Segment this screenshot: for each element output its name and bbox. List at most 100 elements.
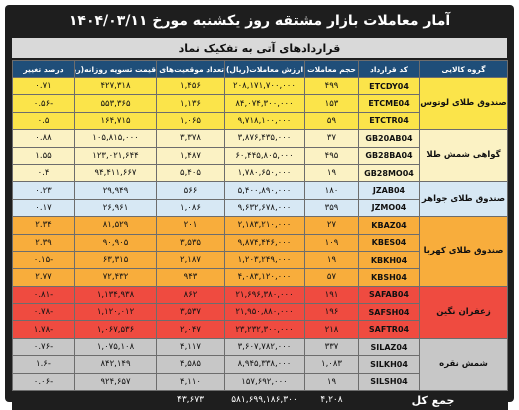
open-positions-cell: ۱,۱۳۶ xyxy=(156,94,225,113)
contract-code-cell: KBSH04 xyxy=(358,268,420,287)
contract-code-cell: SILKH04 xyxy=(358,355,420,374)
change-percent-cell: -۰.۷۸ xyxy=(12,303,75,322)
value-cell: ۱,۷۸۰,۶۵۰,۰۰۰ xyxy=(224,163,305,183)
settlement-price-cell: ۱,۰۷۵,۱۰۸ xyxy=(74,337,157,357)
settlement-price-cell: ۹۰,۹۰۵ xyxy=(74,233,157,252)
settlement-price-cell: ۹۲۴,۶۵۷ xyxy=(74,372,157,392)
value-cell: ۲۱,۹۵۰,۸۸۰,۰۰۰ xyxy=(224,303,305,322)
open-positions-cell: ۵۶۶ xyxy=(156,181,225,200)
open-positions-cell: ۴,۵۸۵ xyxy=(156,355,225,374)
change-percent-cell: ۰.۴ xyxy=(12,163,75,183)
total-label: جمع کل xyxy=(358,390,508,410)
group-name-cell: صندوق طلای لوتوس xyxy=(419,76,508,131)
settlement-price-cell: ۷۲,۴۳۲ xyxy=(74,268,157,287)
table-row: SAFTR04 ۲۱۸ ۲۳,۲۳۲,۳۰۰,۰۰۰ ۲,۰۴۷ ۱,۰۶۷,۵… xyxy=(12,320,508,339)
group-name-cell: صندوق طلای کهربا xyxy=(419,216,508,287)
total-value: ۵۸۱,۶۹۹,۱۸۶,۳۰۰ xyxy=(224,390,305,410)
volume-cell: ۱۹ xyxy=(304,250,359,270)
settlement-price-cell: ۱,۱۳۴,۹۳۸ xyxy=(74,285,157,305)
contract-code-cell: JZAB04 xyxy=(358,181,420,200)
table-row: صندوق طلای کهربا KBAZ04 ۲۷ ۲,۱۸۳,۲۱۰,۰۰۰… xyxy=(12,216,508,287)
settlement-price-cell: ۱۲۳,۰۲۱,۶۴۴ xyxy=(74,146,157,165)
value-cell: ۲۱,۶۹۶,۳۸۰,۰۰۰ xyxy=(224,285,305,305)
value-cell: ۹,۷۱۸,۱۰۰,۰۰۰ xyxy=(224,111,305,131)
volume-cell: ۱۹ xyxy=(304,163,359,183)
settlement-price-cell: ۱,۱۲۰,۰۱۲ xyxy=(74,303,157,322)
volume-cell: ۴۹۵ xyxy=(304,146,359,165)
volume-cell: ۵۹ xyxy=(304,111,359,131)
table-row: GB28MO04 ۱۹ ۱,۷۸۰,۶۵۰,۰۰۰ ۵,۴۰۵ ۹۴,۴۱۱,۶… xyxy=(12,163,508,183)
contract-code-cell: SILAZ04 xyxy=(358,337,420,357)
open-positions-cell: ۳,۳۷۸ xyxy=(156,129,225,148)
table-row: صندوق طلای جواهر JZAB04 ۱۸۰ ۵,۴۰۰,۸۹۰,۰۰… xyxy=(12,181,508,218)
open-positions-cell: ۴,۱۱۷ xyxy=(156,337,225,357)
volume-cell: ۲۷ xyxy=(304,216,359,235)
open-positions-cell: ۴,۱۱۰ xyxy=(156,372,225,392)
header-volume: حجم معاملات xyxy=(304,60,359,78)
group-name-cell: شمش نقره xyxy=(419,337,508,392)
open-positions-cell: ۳,۵۳۷ xyxy=(156,303,225,322)
group-name-cell: گواهی شمش طلا xyxy=(419,129,508,183)
value-cell: ۴,۰۸۳,۱۲۰,۰۰۰ xyxy=(224,268,305,287)
table-row: زعفران نگین SAFAB04 ۱۹۱ ۲۱,۶۹۶,۳۸۰,۰۰۰ ۸… xyxy=(12,285,508,339)
trades-table: گروه کالایی کد قرارداد حجم معاملات ارزش … xyxy=(12,60,508,410)
change-percent-cell: -۰.۰۶ xyxy=(12,372,75,392)
volume-cell: ۱,۰۸۳ xyxy=(304,355,359,374)
volume-cell: ۴۹۹ xyxy=(304,76,359,96)
table-row: SILSH04 ۱۹ ۱۵۷,۶۹۲,۰۰۰ ۴,۱۱۰ ۹۲۴,۶۵۷ -۰.… xyxy=(12,372,508,392)
settlement-price-cell: ۱۰۵,۸۱۵,۰۰۰ xyxy=(74,129,157,148)
contract-code-cell: KBKH04 xyxy=(358,250,420,270)
change-percent-cell: -۰.۸۱ xyxy=(12,285,75,305)
settlement-price-cell: ۴۲۷,۳۱۸ xyxy=(74,76,157,96)
volume-cell: ۳۵۹ xyxy=(304,198,359,218)
total-volume: ۴,۲۰۸ xyxy=(304,390,359,410)
settlement-price-cell: ۱۶۴,۷۱۵ xyxy=(74,111,157,131)
value-cell: ۲,۱۸۳,۲۱۰,۰۰۰ xyxy=(224,216,305,235)
volume-cell: ۱۹۱ xyxy=(304,285,359,305)
header-commodity-group: گروه کالایی xyxy=(419,60,508,78)
change-percent-cell: ۲.۳۹ xyxy=(12,233,75,252)
value-cell: ۹,۸۷۴,۴۴۶,۰۰۰ xyxy=(224,233,305,252)
contract-code-cell: SAFSH04 xyxy=(358,303,420,322)
change-percent-cell: -۱.۷۸ xyxy=(12,320,75,339)
contract-code-cell: KBAZ04 xyxy=(358,216,420,235)
open-positions-cell: ۱,۴۵۶ xyxy=(156,76,225,96)
settlement-price-cell: ۵۵۳,۳۶۵ xyxy=(74,94,157,113)
open-positions-cell: ۲,۰۴۷ xyxy=(156,320,225,339)
contract-code-cell: SAFTR04 xyxy=(358,320,420,339)
change-percent-cell: ۰.۲۳ xyxy=(12,181,75,200)
change-percent-cell: ۲.۷۷ xyxy=(12,268,75,287)
settlement-price-cell: ۹۴,۴۱۱,۶۶۷ xyxy=(74,163,157,183)
header-open-positions: تعداد موقعیت‌های باز xyxy=(156,60,225,78)
volume-cell: ۱۹ xyxy=(304,372,359,392)
table-row: KBSH04 ۵۷ ۴,۰۸۳,۱۲۰,۰۰۰ ۹۴۳ ۷۲,۴۳۲ ۲.۷۷ xyxy=(12,268,508,287)
open-positions-cell: ۲,۱۸۷ xyxy=(156,250,225,270)
change-percent-cell: ۲.۳۴ xyxy=(12,216,75,235)
change-percent-cell: -۰.۱۵ xyxy=(12,250,75,270)
change-percent-cell: ۰.۵ xyxy=(12,111,75,131)
header-contract-code: کد قرارداد xyxy=(358,60,420,78)
contract-code-cell: ETCME04 xyxy=(358,94,420,113)
table-row: KBKH04 ۱۹ ۱,۲۰۳,۲۴۹,۰۰۰ ۲,۱۸۷ ۶۳,۳۱۵ -۰.… xyxy=(12,250,508,270)
table-row: ETCTR04 ۵۹ ۹,۷۱۸,۱۰۰,۰۰۰ ۱,۰۶۵ ۱۶۴,۷۱۵ ۰… xyxy=(12,111,508,131)
table-row: GB28BA04 ۴۹۵ ۶۰,۴۴۵,۸۰۵,۰۰۰ ۱,۴۸۷ ۱۲۳,۰۲… xyxy=(12,146,508,165)
open-positions-cell: ۵,۴۰۵ xyxy=(156,163,225,183)
value-cell: ۲۰۸,۱۷۱,۷۰۰,۰۰۰ xyxy=(224,76,305,96)
contract-code-cell: SILSH04 xyxy=(358,372,420,392)
contract-code-cell: ETCDY04 xyxy=(358,76,420,96)
table-row: ETCME04 ۱۵۳ ۸۴,۰۷۴,۳۰۰,۰۰۰ ۱,۱۳۶ ۵۵۳,۳۶۵… xyxy=(12,94,508,113)
header-value: ارزش معاملات(ریال) xyxy=(224,60,305,78)
contract-code-cell: SAFAB04 xyxy=(358,285,420,305)
settlement-price-cell: ۲۶,۹۶۱ xyxy=(74,198,157,218)
contract-code-cell: GB20AB04 xyxy=(358,129,420,148)
settlement-price-cell: ۶۳,۳۱۵ xyxy=(74,250,157,270)
volume-cell: ۱۵۳ xyxy=(304,94,359,113)
table-subtitle: قراردادهای آتی به تفکیک نماد xyxy=(12,38,507,58)
contract-code-cell: GB28BA04 xyxy=(358,146,420,165)
open-positions-cell: ۹۴۳ xyxy=(156,268,225,287)
table-row: صندوق طلای لوتوس ETCDY04 ۴۹۹ ۲۰۸,۱۷۱,۷۰۰… xyxy=(12,76,508,131)
open-positions-cell: ۲۰۱ xyxy=(156,216,225,235)
volume-cell: ۵۷ xyxy=(304,268,359,287)
change-percent-cell: -۰.۷۶ xyxy=(12,337,75,357)
volume-cell: ۳۷ xyxy=(304,129,359,148)
